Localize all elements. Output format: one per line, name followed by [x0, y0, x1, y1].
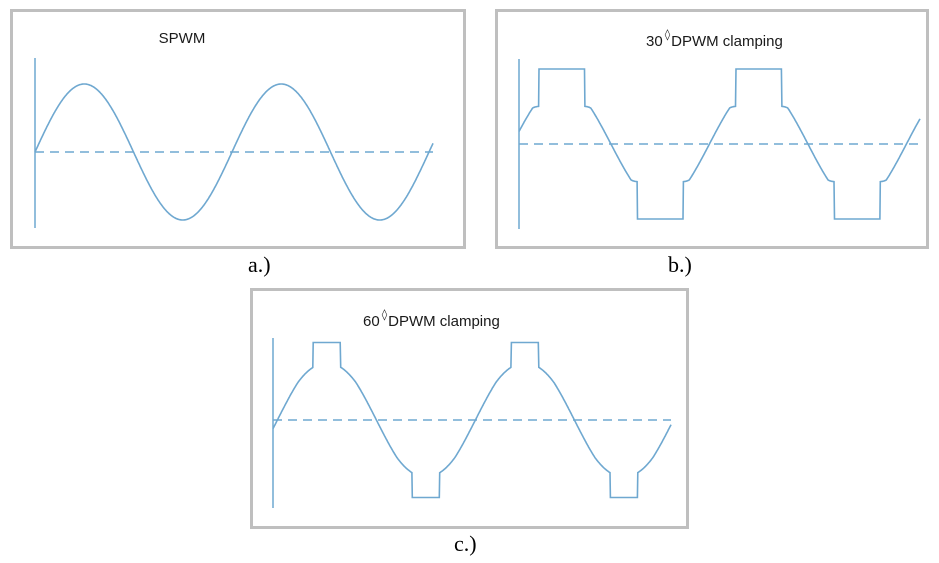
dpwm30-title-text: DPWM clamping — [671, 33, 783, 50]
spwm-plot: SPWM — [34, 30, 434, 228]
caption-c: c.) — [454, 531, 477, 556]
dpwm60-title-text: DPWM clamping — [388, 313, 500, 330]
dpwm30-plot: 30 ◊DPWM clamping — [518, 28, 921, 229]
caption-a: a.) — [248, 252, 271, 277]
dpwm60-title: 60 ◊DPWM clamping — [363, 308, 500, 330]
dpwm60-title-number: 60 — [363, 313, 380, 330]
caption-b: b.) — [668, 252, 692, 277]
dpwm60-plot: 60 ◊DPWM clamping — [272, 308, 672, 508]
dpwm30-title: 30 ◊DPWM clamping — [646, 28, 783, 50]
degree-icon: ◊ — [382, 308, 388, 321]
spwm-title: SPWM — [159, 30, 206, 47]
dpwm60-panel: 60 ◊DPWM clamping — [250, 288, 689, 529]
degree-icon: ◊ — [665, 28, 671, 41]
dpwm30-waveform — [518, 68, 921, 220]
dpwm30-title-number: 30 — [646, 33, 663, 50]
sine-waveform — [34, 83, 434, 221]
spwm-panel: SPWM — [10, 9, 466, 249]
dpwm30-panel: 30 ◊DPWM clamping — [495, 9, 929, 249]
dpwm60-waveform — [272, 341, 672, 499]
